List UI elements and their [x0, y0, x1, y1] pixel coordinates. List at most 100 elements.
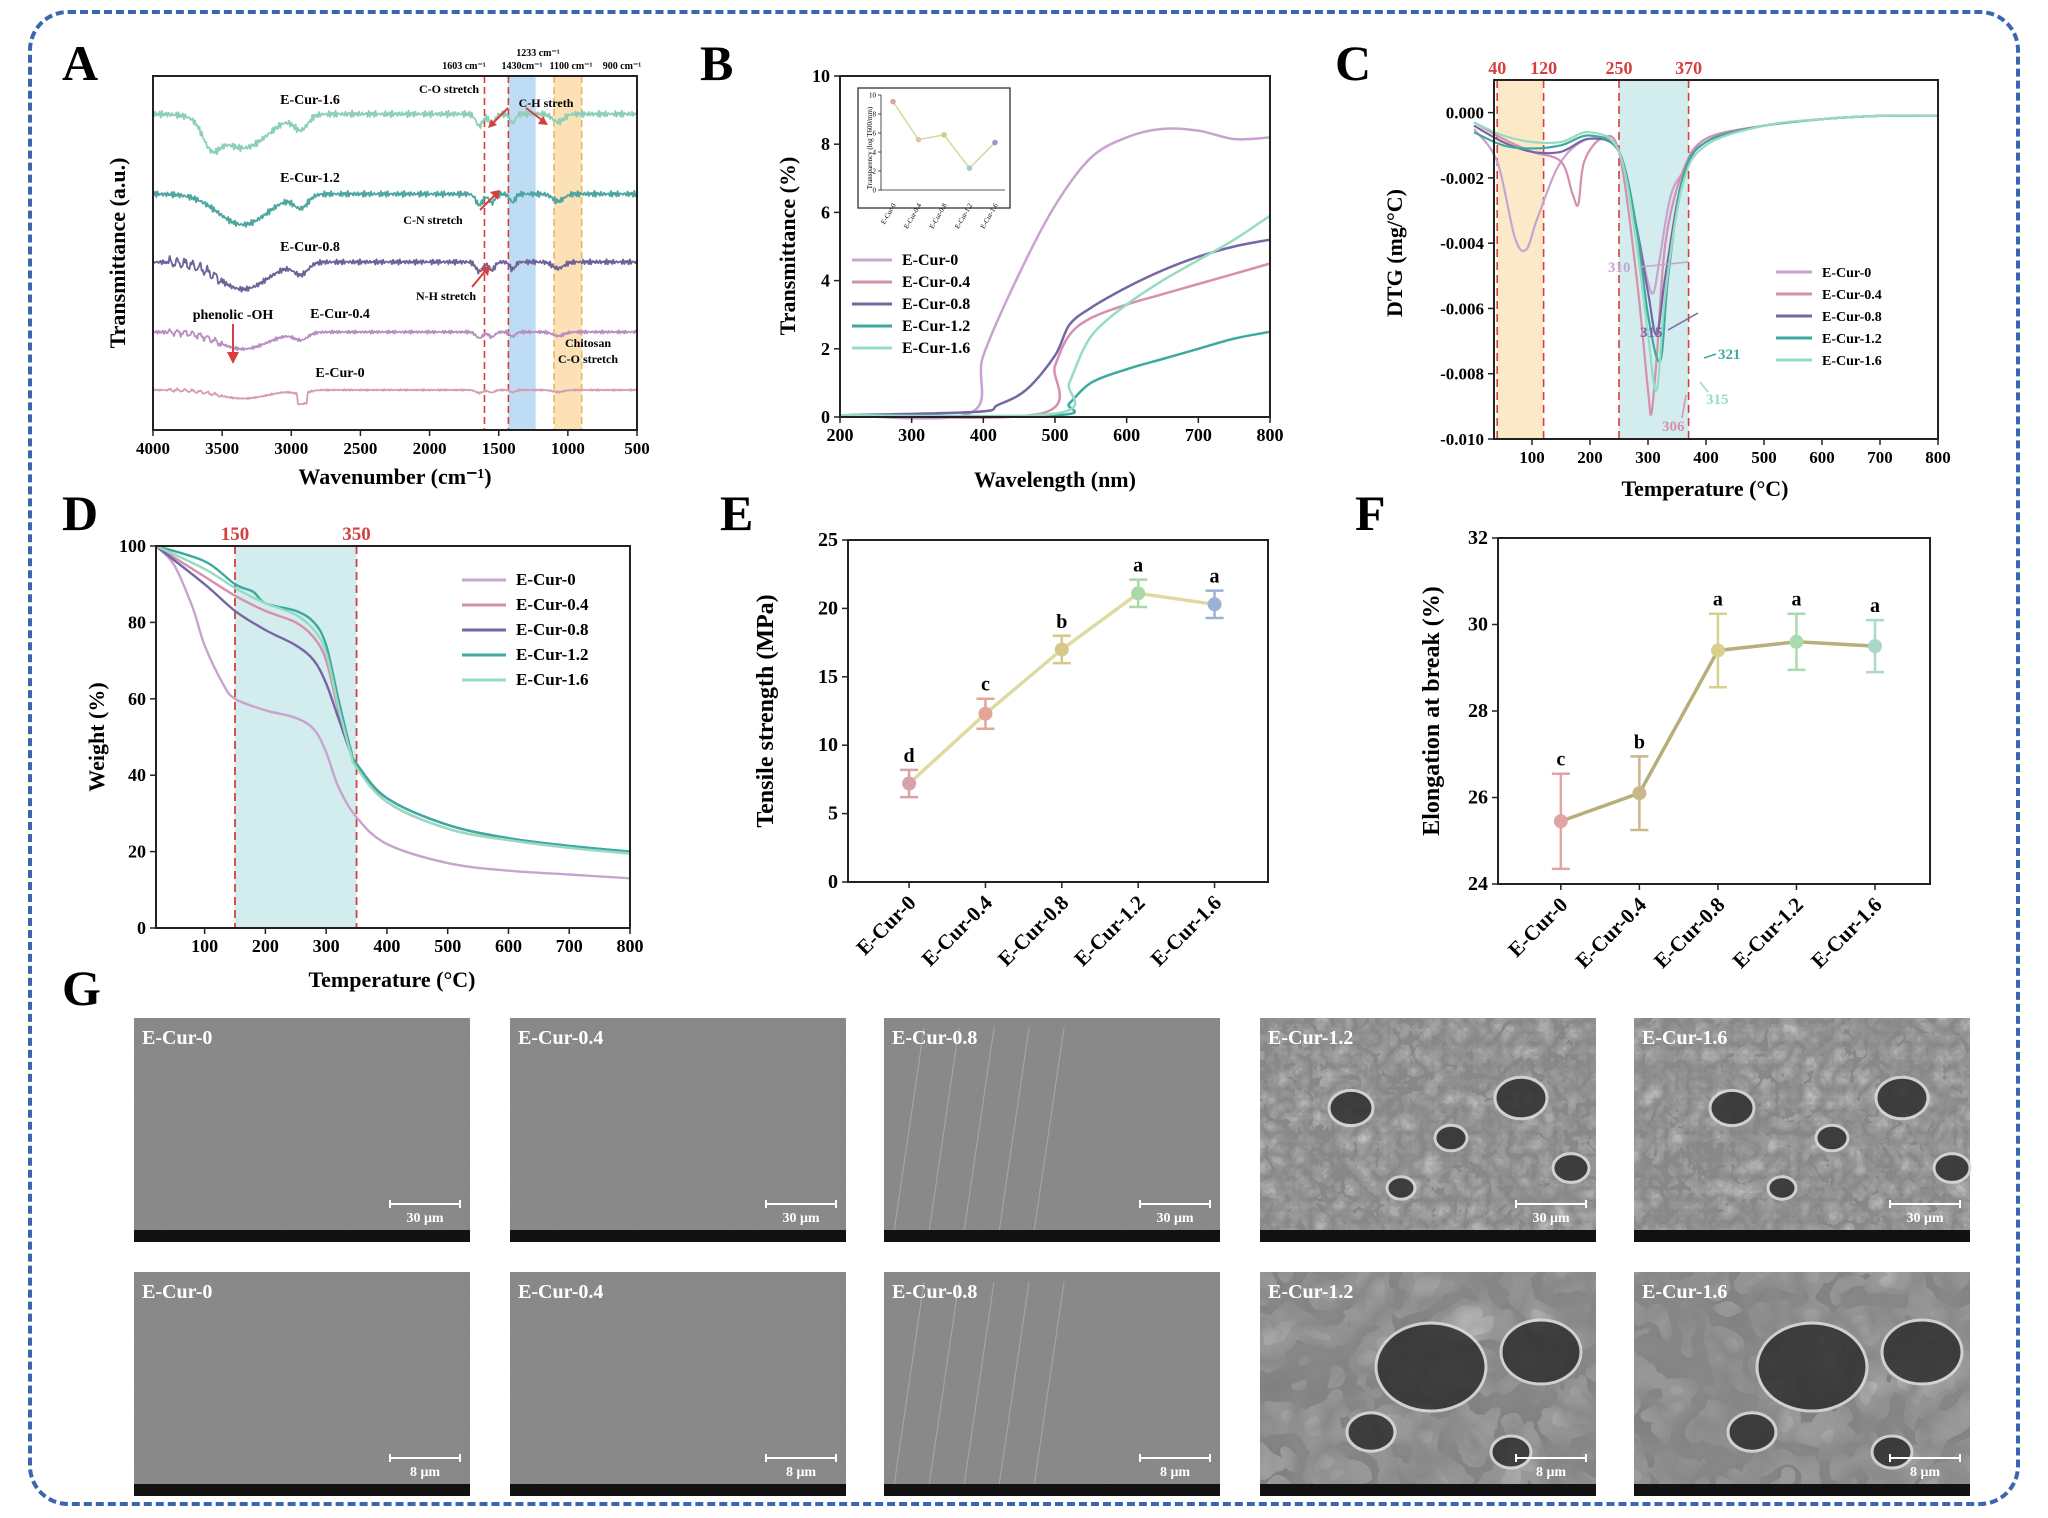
sem-scale-label: 30 μm — [1156, 1211, 1193, 1226]
dtg-x-label: Temperature (°C) — [1621, 476, 1788, 501]
sem-pore — [1766, 1175, 1798, 1201]
tga-y-tick-label-0: 0 — [137, 918, 146, 938]
elongation-significance-e-cur-0-4: b — [1634, 731, 1645, 753]
transmittance-x-tick-label-200: 200 — [827, 425, 854, 445]
dtg-ref-label-250: 250 — [1606, 58, 1633, 78]
transmittance-line-e-cur-0 — [839, 127, 1271, 420]
inset-y-tick-label-10: 10 — [869, 92, 877, 100]
sem-scale-label: 30 μm — [1532, 1211, 1569, 1226]
tga-x-tick-label-300: 300 — [313, 936, 340, 956]
sem-streak — [928, 1027, 960, 1233]
elongation-y-tick-label-24: 24 — [1468, 873, 1488, 895]
elongation-y-ticks: 24 26 28 30 32 — [1468, 527, 1498, 895]
tensile-x-tick-label-e-cur-1-2: E-Cur-1.2 — [1069, 891, 1149, 971]
dtg-y-label: DTG (mg/°C) — [1382, 189, 1407, 317]
tensile-y-tick-label-10: 10 — [818, 734, 838, 756]
dtg-legend-label-e-cur-0-8: E-Cur-0.8 — [1822, 310, 1882, 325]
tensile-y-tick-label-25: 25 — [818, 529, 838, 551]
amide-band — [508, 76, 536, 430]
tga-curves — [155, 544, 631, 880]
sem-image-row2-1: E-Cur-0 8 μm — [134, 1272, 470, 1496]
tensile-x-tick-label-e-cur-0-8: E-Cur-0.8 — [993, 891, 1073, 971]
elongation-marks: c b a a a — [1551, 589, 1885, 871]
tga-legend-label-e-cur-1-2: E-Cur-1.2 — [516, 645, 589, 664]
tensile-significance-e-cur-0: d — [904, 745, 915, 767]
sem-scale-label: 30 μm — [406, 1211, 443, 1226]
inset-y-label: Transparency (log T600/mm) — [866, 106, 874, 189]
dtg-ref-label-370: 370 — [1675, 58, 1702, 78]
sem-info-bar — [1634, 1230, 1970, 1242]
inset-y-tick-label-8: 8 — [873, 111, 877, 119]
sem-streak — [963, 1027, 995, 1233]
dtg-curves — [1473, 114, 1939, 416]
sem-sample-label: E-Cur-0 — [142, 1281, 212, 1303]
dtg-x-tick-label-600: 600 — [1809, 448, 1835, 467]
sem-scale-label: 8 μm — [1910, 1465, 1940, 1480]
dtg-chart: 40 120 250 370 100 200 300 400 500 600 700 800 0.0… — [1382, 58, 1951, 501]
transmittance-y-tick-label-10: 10 — [812, 66, 830, 86]
ftir-chart: 4000 3500 3000 2500 2000 1500 1000 500 Wavenumb… — [105, 48, 650, 489]
tensile-y-tick-label-0: 0 — [828, 871, 838, 893]
transmittance-chart: 200 300 400 500 600 700 800 0 2 4 6 8 10 Wavelength… — [775, 66, 1284, 492]
tga-degradation-band — [235, 546, 357, 928]
tga-x-ticks: 100 200 300 400 500 600 700 800 — [191, 928, 644, 956]
figure-frame — [28, 10, 2020, 1506]
sem-sample-label: E-Cur-0 — [142, 1027, 212, 1049]
tga-x-tick-label-200: 200 — [252, 936, 279, 956]
tensile-y-tick-label-15: 15 — [818, 666, 838, 688]
sem-texture — [134, 1272, 470, 1496]
tga-x-tick-label-400: 400 — [373, 936, 400, 956]
ftir-x-tick-label-2500: 2500 — [343, 439, 377, 458]
sem-pore — [1880, 1318, 1964, 1386]
sem-info-bar — [1260, 1230, 1596, 1242]
tensile-significance-e-cur-0-4: c — [981, 674, 990, 696]
transmittance-y-tick-label-0: 0 — [821, 407, 830, 427]
elongation-point-e-cur-0-8 — [1710, 643, 1725, 658]
ftir-plot-frame — [152, 75, 638, 431]
transmittance-legend: E-Cur-0 E-Cur-0.4 E-Cur-0.8 E-Cur-1.2 E-Cur-… — [852, 252, 970, 357]
dtg-y-tick-label-0: 0.000 — [1446, 104, 1484, 123]
ftir-annot-nh-stretch: N-H stretch — [416, 289, 476, 303]
tga-y-tick-label-80: 80 — [128, 612, 146, 632]
transmittance-legend-label-e-cur-1-2: E-Cur-1.2 — [902, 318, 970, 335]
tga-legend: E-Cur-0 E-Cur-0.4 E-Cur-0.8 E-Cur-1.2 E-Cur-… — [462, 570, 589, 689]
tga-x-tick-label-100: 100 — [191, 936, 218, 956]
tensile-x-tick-label-e-cur-0-4: E-Cur-0.4 — [917, 890, 998, 971]
ftir-x-tick-label-4000: 4000 — [136, 439, 170, 458]
transmittance-x-tick-label-300: 300 — [898, 425, 925, 445]
transmittance-x-tick-label-800: 800 — [1257, 425, 1284, 445]
transmittance-x-tick-label-700: 700 — [1185, 425, 1212, 445]
dtg-ref-label-120: 120 — [1530, 58, 1557, 78]
tga-y-label: Weight (%) — [84, 682, 109, 791]
inset-point-e-cur-1-6 — [992, 139, 998, 146]
dtg-ref-label-40: 40 — [1488, 58, 1506, 78]
sem-pore — [1327, 1088, 1375, 1128]
sem-streak — [998, 1281, 1030, 1487]
inset-point-e-cur-1-2 — [966, 165, 973, 171]
tga-legend-label-e-cur-0: E-Cur-0 — [516, 570, 576, 589]
sem-image-row1-1: E-Cur-0 30 μm — [134, 1018, 470, 1242]
panel-label-c: C — [1335, 35, 1371, 91]
ftir-ref-label-900: 900 cm⁻¹ — [603, 61, 642, 72]
elongation-point-e-cur-1-6 — [1868, 639, 1883, 654]
tensile-x-tick-label-e-cur-0: E-Cur-0 — [851, 891, 920, 960]
ftir-reference-lines — [483, 76, 583, 430]
dtg-x-tick-label-100: 100 — [1519, 448, 1545, 467]
inset-point-e-cur-0-8 — [941, 132, 947, 138]
sem-sample-label: E-Cur-1.2 — [1268, 1027, 1353, 1049]
transmittance-y-tick-label-6: 6 — [821, 202, 830, 222]
sem-streak — [963, 1281, 995, 1487]
sem-streak — [893, 1027, 925, 1233]
sem-pore — [1499, 1318, 1583, 1386]
ftir-x-ticks: 4000 3500 3000 2500 2000 1500 1000 500 — [136, 430, 650, 458]
transmittance-x-tick-label-400: 400 — [970, 425, 997, 445]
transmittance-y-tick-label-4: 4 — [821, 271, 830, 291]
elongation-x-tick-label-e-cur-0-4: E-Cur-0.4 — [1571, 892, 1652, 973]
sem-pore — [1385, 1175, 1417, 1201]
sem-streak — [1033, 1281, 1065, 1487]
sem-sample-label: E-Cur-0.4 — [518, 1281, 603, 1303]
elongation-x-tick-label-e-cur-0: E-Cur-0 — [1503, 893, 1572, 962]
inset-point-e-cur-0-4 — [915, 136, 922, 143]
